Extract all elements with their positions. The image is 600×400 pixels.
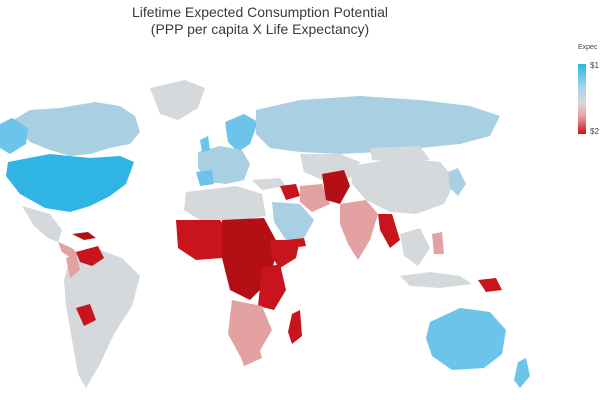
region-arabia xyxy=(272,202,314,240)
region-usa xyxy=(6,154,134,212)
region-bolivia xyxy=(76,304,96,326)
region-india xyxy=(340,200,378,260)
region-greenland xyxy=(150,80,205,120)
map-title: Lifetime Expected Consumption Potential xyxy=(131,4,389,20)
region-bangladesh-myanmar xyxy=(378,214,400,248)
legend-title: Expec xyxy=(578,44,598,51)
region-indonesia xyxy=(400,272,472,288)
region-colombia xyxy=(66,254,80,278)
region-scandinavia xyxy=(225,114,258,152)
region-turkey xyxy=(252,178,286,190)
region-syria-iraq xyxy=(280,184,300,200)
region-mexico xyxy=(22,206,62,242)
region-southern-africa xyxy=(228,300,272,356)
region-west-africa xyxy=(176,220,236,260)
region-korea-japan xyxy=(448,168,466,196)
region-madagascar xyxy=(288,310,302,344)
map-subtitle: (PPP per capita X Life Expectancy) xyxy=(150,21,370,37)
region-iran xyxy=(300,184,330,212)
region-mongolia xyxy=(370,146,430,162)
region-horn-of-africa xyxy=(270,240,300,268)
region-venezuela xyxy=(76,246,104,266)
region-russia xyxy=(256,96,500,154)
region-china xyxy=(350,158,456,214)
region-philippines xyxy=(432,232,444,254)
region-papua-new-guinea xyxy=(478,278,502,292)
region-south-africa xyxy=(236,344,262,366)
region-canada xyxy=(10,102,140,156)
world-choropleth-map xyxy=(0,80,530,388)
region-south-america xyxy=(64,250,140,388)
region-southeast-asia xyxy=(400,228,430,266)
legend-color-scale xyxy=(578,64,586,134)
legend-max-label: $1 xyxy=(590,61,599,70)
region-north-africa xyxy=(184,186,266,220)
region-caribbean xyxy=(72,232,96,240)
region-uk xyxy=(200,136,210,152)
region-east-africa xyxy=(258,264,286,310)
region-iberia xyxy=(196,170,214,186)
region-afghanistan-pakistan xyxy=(322,170,350,204)
region-alaska xyxy=(0,118,28,154)
legend-min-label: $2 xyxy=(590,127,599,136)
region-australia xyxy=(426,308,506,370)
region-new-zealand xyxy=(514,358,530,388)
